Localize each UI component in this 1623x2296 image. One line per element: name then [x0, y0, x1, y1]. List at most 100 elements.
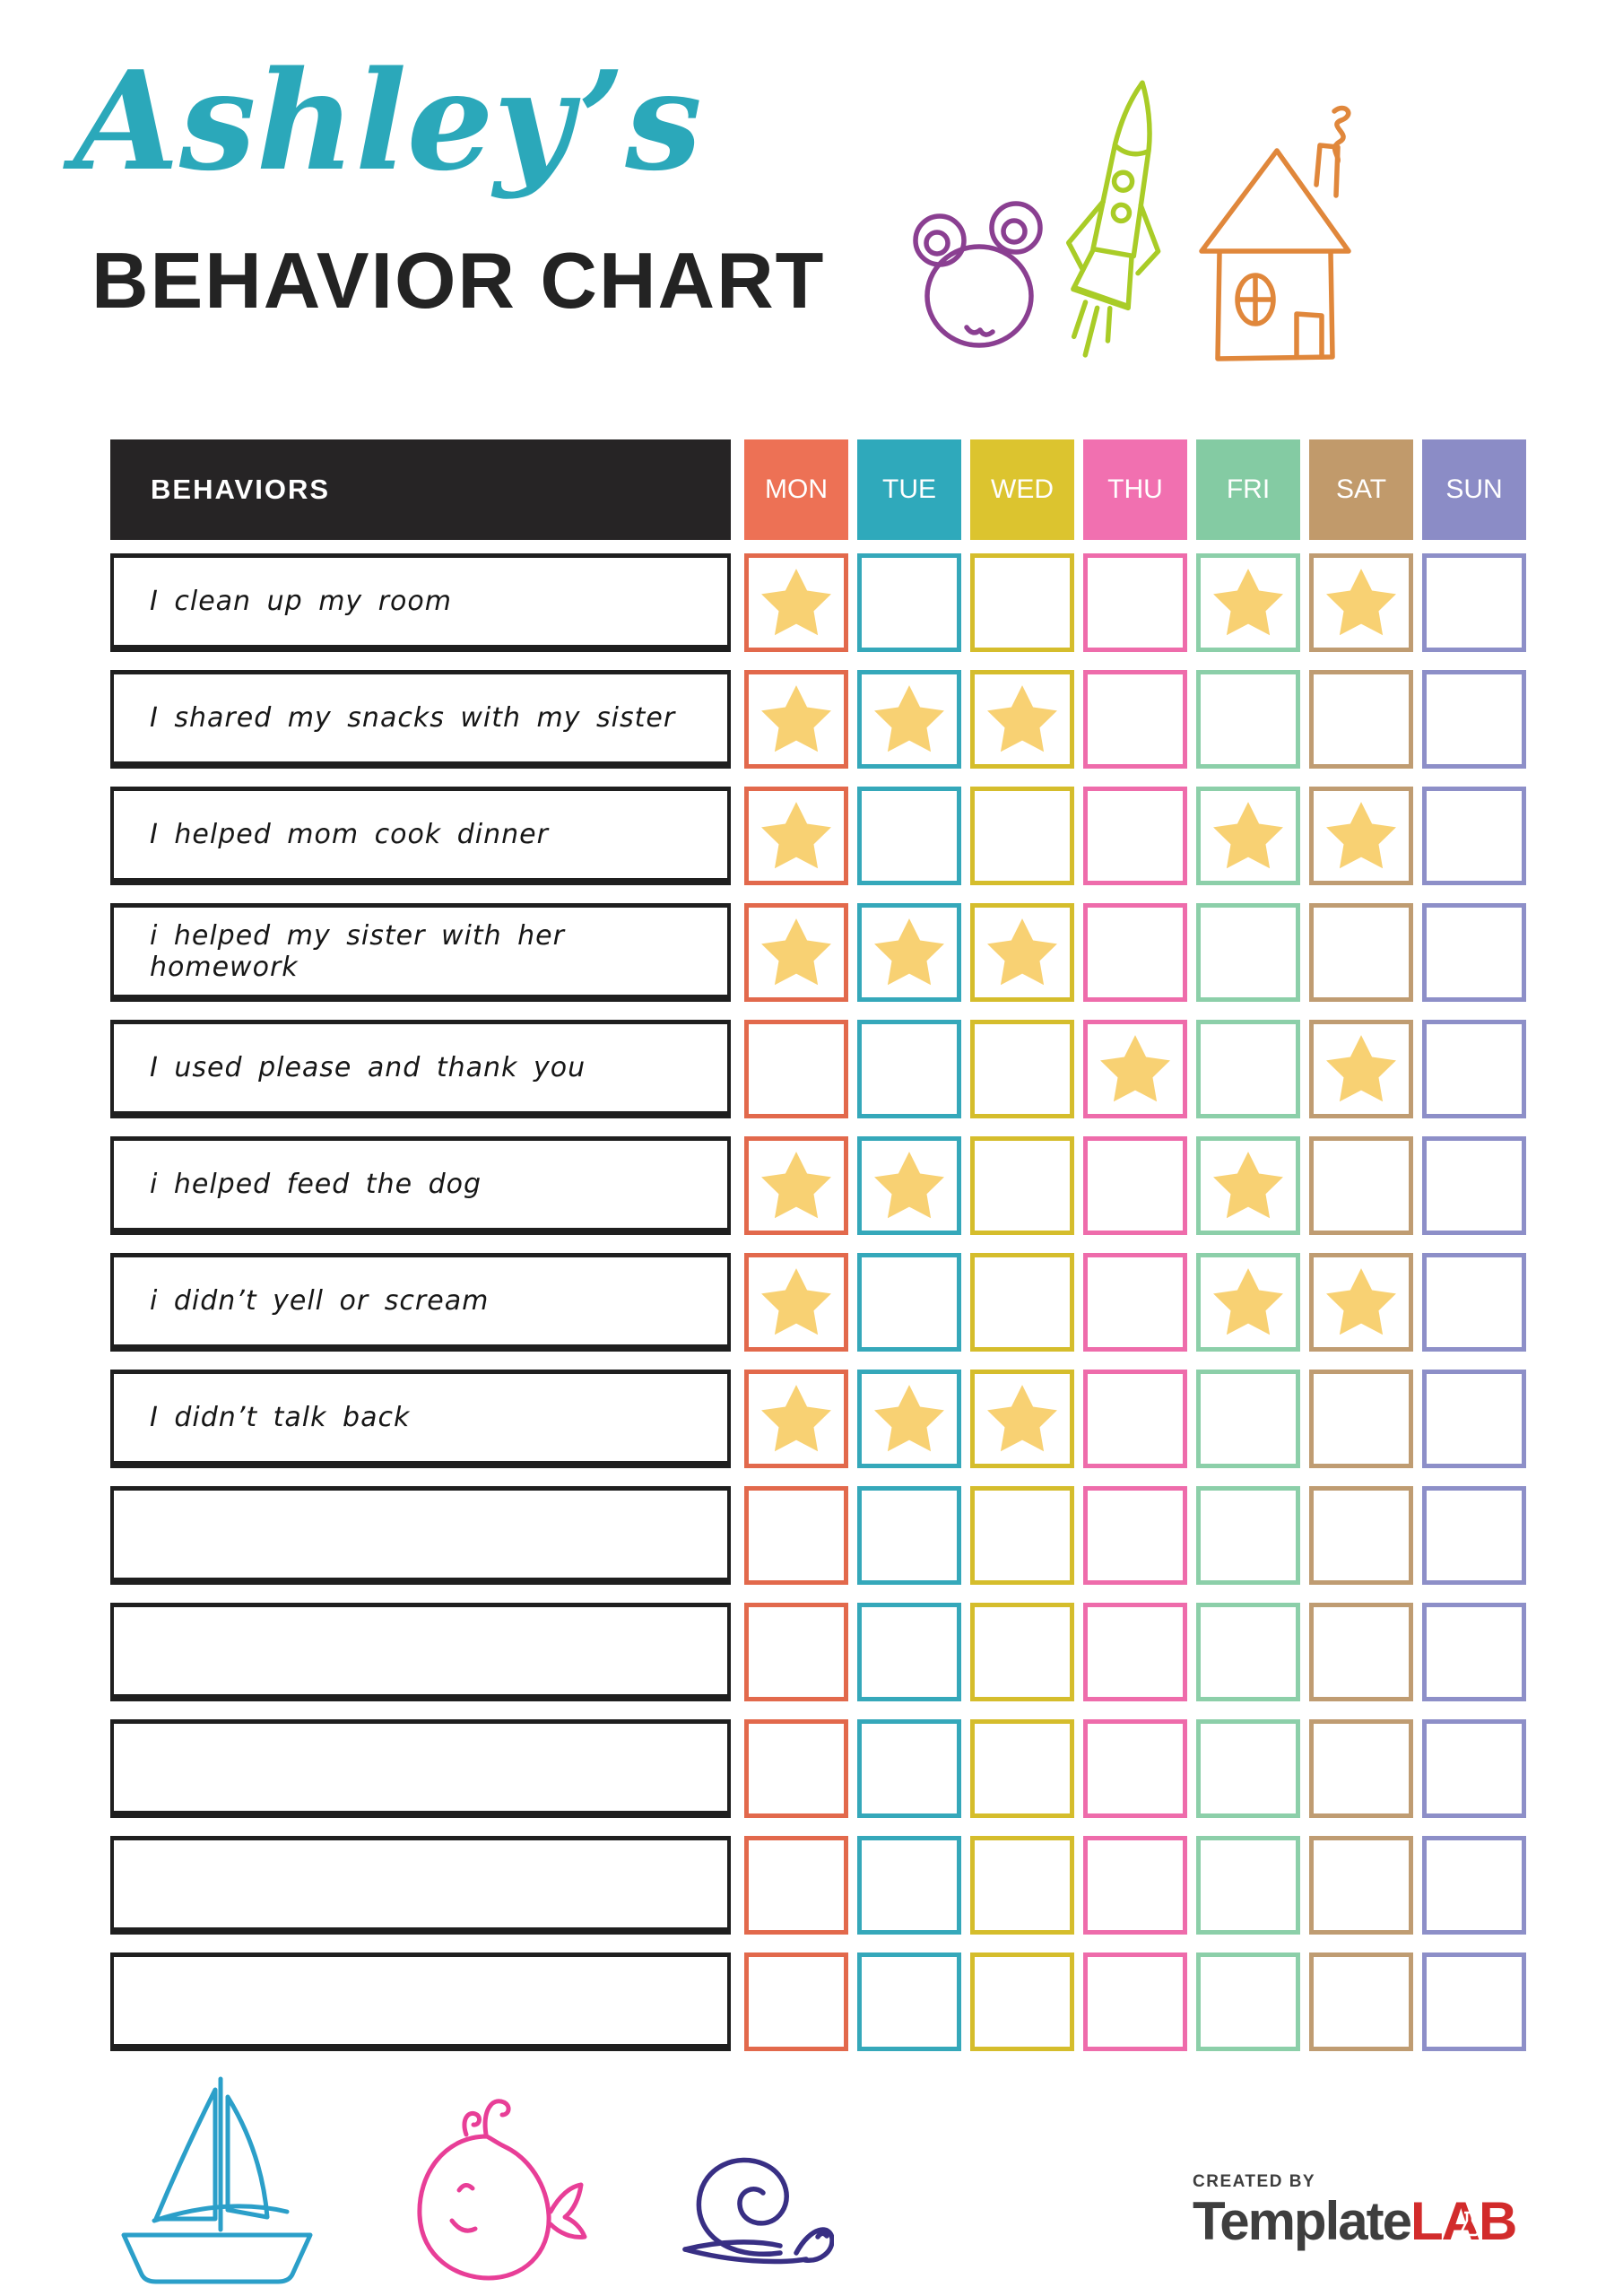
- star-icon: [1213, 1268, 1283, 1335]
- cell-thu-row-6[interactable]: [1083, 1136, 1187, 1235]
- cell-tue-row-9[interactable]: [857, 1486, 961, 1585]
- cell-sat-row-5[interactable]: [1309, 1020, 1413, 1118]
- cell-wed-row-12[interactable]: [970, 1836, 1074, 1935]
- cell-mon-row-3[interactable]: [744, 787, 848, 885]
- cell-tue-row-6[interactable]: [857, 1136, 961, 1235]
- cell-fri-row-13[interactable]: [1196, 1952, 1300, 2051]
- cell-sat-row-3[interactable]: [1309, 787, 1413, 885]
- cell-wed-row-5[interactable]: [970, 1020, 1074, 1118]
- cell-fri-row-5[interactable]: [1196, 1020, 1300, 1118]
- cell-sat-row-9[interactable]: [1309, 1486, 1413, 1585]
- cell-sun-row-9[interactable]: [1422, 1486, 1526, 1585]
- cell-sat-row-12[interactable]: [1309, 1836, 1413, 1935]
- brand-template-text: Template: [1193, 2191, 1412, 2251]
- cell-wed-row-13[interactable]: [970, 1952, 1074, 2051]
- cell-mon-row-8[interactable]: [744, 1370, 848, 1468]
- cell-mon-row-9[interactable]: [744, 1486, 848, 1585]
- cell-mon-row-12[interactable]: [744, 1836, 848, 1935]
- cell-sun-row-2[interactable]: [1422, 670, 1526, 769]
- cell-wed-row-10[interactable]: [970, 1603, 1074, 1701]
- cell-wed-row-3[interactable]: [970, 787, 1074, 885]
- star-icon: [761, 1152, 831, 1219]
- cell-sat-row-13[interactable]: [1309, 1952, 1413, 2051]
- cell-sun-row-5[interactable]: [1422, 1020, 1526, 1118]
- cell-fri-row-11[interactable]: [1196, 1719, 1300, 1818]
- cell-wed-row-9[interactable]: [970, 1486, 1074, 1585]
- cell-fri-row-2[interactable]: [1196, 670, 1300, 769]
- cell-thu-row-12[interactable]: [1083, 1836, 1187, 1935]
- cell-sun-row-4[interactable]: [1422, 903, 1526, 1002]
- cell-sun-row-8[interactable]: [1422, 1370, 1526, 1468]
- brand-lab-text: LAB: [1410, 2191, 1517, 2251]
- cell-sat-row-6[interactable]: [1309, 1136, 1413, 1235]
- cell-fri-row-9[interactable]: [1196, 1486, 1300, 1585]
- cell-sun-row-12[interactable]: [1422, 1836, 1526, 1935]
- cell-mon-row-13[interactable]: [744, 1952, 848, 2051]
- bear-doodle-icon: [913, 201, 1043, 348]
- cell-tue-row-13[interactable]: [857, 1952, 961, 2051]
- cell-fri-row-6[interactable]: [1196, 1136, 1300, 1235]
- cell-tue-row-10[interactable]: [857, 1603, 961, 1701]
- cell-sun-row-13[interactable]: [1422, 1952, 1526, 2051]
- cell-sat-row-2[interactable]: [1309, 670, 1413, 769]
- cell-thu-row-4[interactable]: [1083, 903, 1187, 1002]
- cell-tue-row-1[interactable]: [857, 553, 961, 652]
- cell-thu-row-2[interactable]: [1083, 670, 1187, 769]
- day-header-mon: MON: [744, 439, 848, 540]
- cell-wed-row-1[interactable]: [970, 553, 1074, 652]
- cell-sat-row-7[interactable]: [1309, 1253, 1413, 1352]
- cell-wed-row-4[interactable]: [970, 903, 1074, 1002]
- day-header-fri: FRI: [1196, 439, 1300, 540]
- cell-sun-row-10[interactable]: [1422, 1603, 1526, 1701]
- cell-thu-row-7[interactable]: [1083, 1253, 1187, 1352]
- cell-thu-row-9[interactable]: [1083, 1486, 1187, 1585]
- cell-fri-row-7[interactable]: [1196, 1253, 1300, 1352]
- cell-wed-row-7[interactable]: [970, 1253, 1074, 1352]
- cell-wed-row-6[interactable]: [970, 1136, 1074, 1235]
- cell-mon-row-6[interactable]: [744, 1136, 848, 1235]
- cell-fri-row-8[interactable]: [1196, 1370, 1300, 1468]
- cell-tue-row-12[interactable]: [857, 1836, 961, 1935]
- cell-sun-row-11[interactable]: [1422, 1719, 1526, 1818]
- cell-thu-row-3[interactable]: [1083, 787, 1187, 885]
- cell-sat-row-10[interactable]: [1309, 1603, 1413, 1701]
- cell-thu-row-10[interactable]: [1083, 1603, 1187, 1701]
- cell-tue-row-5[interactable]: [857, 1020, 961, 1118]
- cell-mon-row-1[interactable]: [744, 553, 848, 652]
- cell-sat-row-4[interactable]: [1309, 903, 1413, 1002]
- cell-thu-row-5[interactable]: [1083, 1020, 1187, 1118]
- cell-thu-row-13[interactable]: [1083, 1952, 1187, 2051]
- cell-fri-row-12[interactable]: [1196, 1836, 1300, 1935]
- cell-sun-row-6[interactable]: [1422, 1136, 1526, 1235]
- cell-tue-row-8[interactable]: [857, 1370, 961, 1468]
- cell-thu-row-11[interactable]: [1083, 1719, 1187, 1818]
- cell-mon-row-7[interactable]: [744, 1253, 848, 1352]
- cell-sun-row-1[interactable]: [1422, 553, 1526, 652]
- cell-mon-row-11[interactable]: [744, 1719, 848, 1818]
- cell-sun-row-7[interactable]: [1422, 1253, 1526, 1352]
- cell-fri-row-1[interactable]: [1196, 553, 1300, 652]
- cell-tue-row-11[interactable]: [857, 1719, 961, 1818]
- cell-tue-row-3[interactable]: [857, 787, 961, 885]
- cell-wed-row-2[interactable]: [970, 670, 1074, 769]
- cell-sat-row-1[interactable]: [1309, 553, 1413, 652]
- rocket-doodle-icon: [1066, 80, 1161, 358]
- cell-thu-row-8[interactable]: [1083, 1370, 1187, 1468]
- cell-tue-row-4[interactable]: [857, 903, 961, 1002]
- cell-sat-row-11[interactable]: [1309, 1719, 1413, 1818]
- cell-thu-row-1[interactable]: [1083, 553, 1187, 652]
- cell-wed-row-11[interactable]: [970, 1719, 1074, 1818]
- cell-tue-row-7[interactable]: [857, 1253, 961, 1352]
- cell-wed-row-8[interactable]: [970, 1370, 1074, 1468]
- cell-mon-row-2[interactable]: [744, 670, 848, 769]
- cell-fri-row-4[interactable]: [1196, 903, 1300, 1002]
- cell-mon-row-10[interactable]: [744, 1603, 848, 1701]
- cell-fri-row-10[interactable]: [1196, 1603, 1300, 1701]
- cell-tue-row-2[interactable]: [857, 670, 961, 769]
- cell-sun-row-3[interactable]: [1422, 787, 1526, 885]
- cell-sat-row-8[interactable]: [1309, 1370, 1413, 1468]
- cell-mon-row-5[interactable]: [744, 1020, 848, 1118]
- cell-fri-row-3[interactable]: [1196, 787, 1300, 885]
- cell-mon-row-4[interactable]: [744, 903, 848, 1002]
- behavior-label-row-6: i helped feed the dog: [110, 1136, 731, 1235]
